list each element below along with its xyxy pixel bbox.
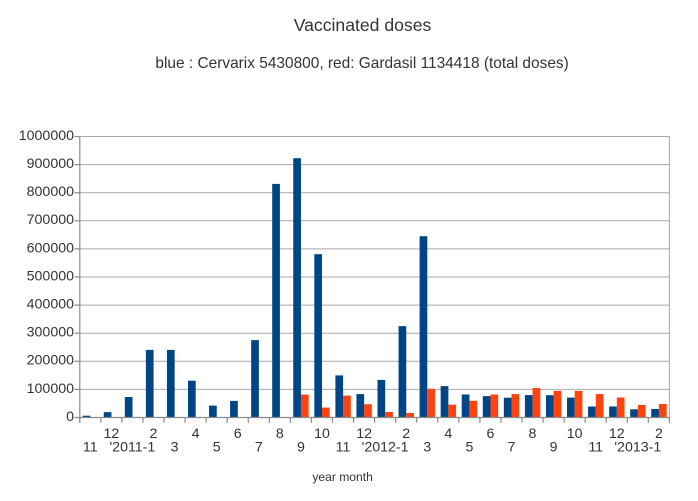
svg-text:700000: 700000: [27, 212, 74, 228]
svg-text:4: 4: [192, 426, 200, 442]
svg-text:'2011-1: '2011-1: [109, 440, 155, 456]
svg-text:400000: 400000: [27, 297, 74, 313]
svg-text:8: 8: [276, 426, 284, 442]
svg-text:2: 2: [655, 426, 663, 442]
svg-text:600000: 600000: [27, 240, 74, 256]
svg-text:11: 11: [83, 440, 98, 456]
svg-text:1000000: 1000000: [19, 128, 74, 144]
svg-text:8: 8: [529, 426, 537, 442]
svg-text:2: 2: [150, 426, 158, 442]
svg-text:blue : Cervarix 5430800, red:: blue : Cervarix 5430800, red: Gardasil 1…: [155, 55, 568, 72]
svg-text:0: 0: [66, 409, 74, 425]
svg-text:6: 6: [234, 426, 242, 442]
svg-text:3: 3: [171, 440, 179, 456]
svg-text:'2013-1: '2013-1: [614, 440, 661, 456]
svg-text:12: 12: [104, 426, 120, 442]
svg-text:7: 7: [508, 440, 516, 456]
svg-text:800000: 800000: [27, 184, 74, 200]
svg-text:10: 10: [567, 426, 583, 442]
svg-text:12: 12: [609, 426, 625, 442]
svg-text:10: 10: [314, 426, 330, 442]
svg-text:100000: 100000: [27, 381, 74, 397]
svg-text:3: 3: [423, 440, 431, 456]
svg-text:900000: 900000: [27, 156, 74, 172]
svg-text:12: 12: [356, 426, 372, 442]
svg-text:11: 11: [588, 440, 603, 456]
svg-text:200000: 200000: [27, 353, 74, 369]
svg-text:5: 5: [465, 440, 473, 456]
svg-text:2: 2: [402, 426, 410, 442]
svg-text:Vaccinated doses: Vaccinated doses: [294, 15, 432, 35]
svg-text:5: 5: [213, 440, 221, 456]
svg-text:'2012-1: '2012-1: [362, 440, 409, 456]
svg-text:9: 9: [297, 440, 305, 456]
svg-text:4: 4: [444, 426, 452, 442]
svg-text:300000: 300000: [27, 325, 74, 341]
svg-text:6: 6: [486, 426, 494, 442]
svg-text:7: 7: [255, 440, 263, 456]
svg-text:11: 11: [336, 440, 351, 456]
svg-text:500000: 500000: [27, 268, 74, 284]
svg-text:9: 9: [550, 440, 558, 456]
svg-text:year month: year month: [312, 470, 373, 484]
